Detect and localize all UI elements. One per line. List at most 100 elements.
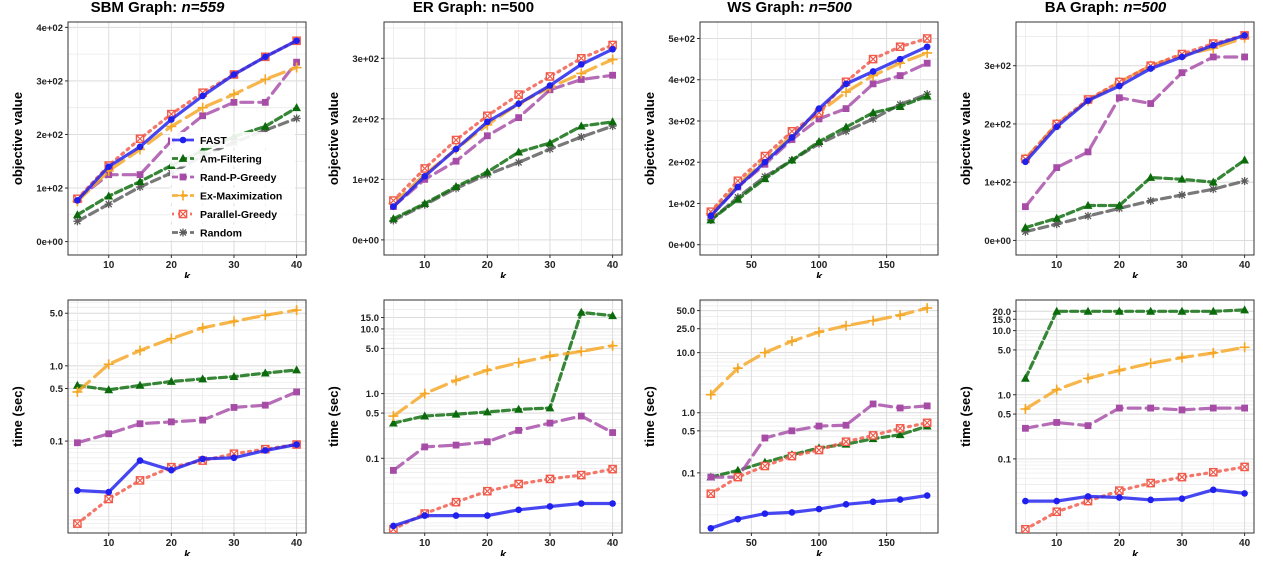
- point-rand-p-greedy: [842, 105, 850, 113]
- point-ex-maximization: [705, 389, 716, 400]
- y-tick-label: 10.0: [993, 326, 1012, 337]
- point-fast: [1084, 493, 1092, 500]
- point-fast: [546, 82, 554, 89]
- x-tick-label: 30: [228, 260, 240, 271]
- x-axis-label: k: [500, 549, 507, 556]
- x-axis-label: k: [184, 549, 191, 556]
- point-am-filtering: [292, 365, 302, 374]
- y-axis-label: time (sec): [958, 386, 973, 447]
- x-tick-label: 10: [419, 260, 431, 271]
- y-tick-label: 0.5: [366, 409, 380, 420]
- chart-er-objective: 0e+00 1e+02 2e+02 3e+02 10 20 30 40 k objective v…: [326, 21, 623, 283]
- point-fast: [168, 466, 175, 474]
- series-line-rand-p-greedy: [75, 390, 299, 445]
- chart-ws-time: 0.1 0.5 1.0 10.0 25.0 50.0 50 100 150 k time (sec): [642, 299, 939, 561]
- point-rand-p-greedy: [546, 419, 554, 427]
- series-line-ex-maximization: [1023, 345, 1247, 411]
- point-fast: [230, 454, 238, 462]
- point-rand-p-greedy: [1021, 424, 1029, 432]
- grid: [384, 22, 622, 255]
- point-fast: [788, 134, 796, 141]
- y-tick-label: 1.0: [998, 390, 1011, 401]
- x-tick-label: 30: [228, 538, 240, 549]
- point-ex-maximization: [482, 365, 493, 376]
- point-parallel-greedy: [483, 486, 492, 496]
- point-fast: [421, 512, 429, 519]
- x-tick-label: 30: [1176, 260, 1188, 271]
- plot-frame: [383, 21, 623, 256]
- point-parallel-greedy: [868, 431, 878, 440]
- point-am-filtering: [1083, 200, 1093, 209]
- point-fast: [1147, 65, 1154, 72]
- point-parallel-greedy: [608, 464, 617, 474]
- series-line-fast: [75, 39, 299, 202]
- point-rand-p-greedy: [1209, 53, 1217, 61]
- point-parallel-greedy: [787, 451, 797, 461]
- point-parallel-greedy: [451, 497, 461, 507]
- y-tick-label: 0.5: [682, 426, 696, 437]
- point-rand-p-greedy: [896, 404, 904, 412]
- point-rand-p-greedy: [199, 416, 207, 424]
- point-fast: [484, 512, 491, 519]
- point-fast: [1116, 82, 1123, 90]
- point-parallel-greedy: [514, 479, 523, 489]
- point-ex-maximization: [1239, 342, 1250, 353]
- y-tick-label: 2e+02: [668, 158, 695, 169]
- point-ex-maximization: [1051, 384, 1062, 395]
- y-tick-label: 1e+02: [668, 199, 695, 210]
- x-tick-label: 40: [291, 260, 303, 271]
- point-am-filtering: [260, 368, 270, 377]
- legend-swatch-marker: [179, 173, 187, 181]
- x-axis-label: k: [816, 271, 823, 278]
- point-parallel-greedy: [451, 135, 461, 145]
- point-fast: [1209, 42, 1217, 49]
- point-fast: [515, 100, 522, 108]
- point-fast: [1147, 496, 1154, 504]
- series-line-rand-p-greedy: [391, 414, 615, 472]
- point-fast: [1209, 486, 1217, 494]
- point-fast: [74, 197, 81, 204]
- panel-er-objective: ER Graph: n=500 0e+00 1e+02 2e+02 3e+02 10 20…: [316, 0, 631, 283]
- point-rand-p-greedy: [261, 401, 269, 409]
- y-axis-label: time (sec): [10, 386, 25, 447]
- point-ex-maximization: [544, 351, 555, 362]
- y-tick-label: 1e+02: [984, 178, 1011, 189]
- point-am-filtering: [135, 380, 145, 389]
- point-ex-maximization: [841, 87, 852, 98]
- point-rand-p-greedy: [788, 427, 796, 435]
- y-tick-label: 2e+02: [36, 130, 63, 141]
- point-am-filtering: [787, 155, 797, 164]
- x-tick-label: 100: [811, 538, 828, 549]
- point-fast: [1022, 158, 1029, 166]
- point-parallel-greedy-cross: [706, 489, 715, 498]
- x-tick-label: 100: [811, 260, 828, 271]
- point-parallel-greedy: [514, 90, 523, 99]
- point-random: [514, 158, 523, 167]
- x-tick-label: 20: [482, 538, 494, 549]
- point-random: [261, 126, 270, 135]
- x-tick-label: 20: [166, 538, 178, 549]
- point-am-filtering: [922, 91, 932, 100]
- point-rand-p-greedy: [707, 473, 715, 481]
- point-ex-maximization: [451, 375, 462, 386]
- point-fast: [1053, 123, 1061, 131]
- point-ex-maximization: [1208, 347, 1219, 358]
- point-fast: [923, 43, 931, 51]
- point-parallel-greedy: [135, 134, 145, 144]
- point-am-filtering: [733, 465, 743, 474]
- point-parallel-greedy-cross: [104, 494, 113, 503]
- x-axis-label: k: [816, 549, 823, 556]
- series-group: [705, 303, 933, 532]
- point-parallel-greedy: [73, 519, 82, 528]
- point-fast: [421, 173, 429, 180]
- plot-frame: [67, 299, 307, 534]
- point-random: [1240, 177, 1249, 186]
- point-parallel-greedy-cross: [483, 487, 492, 496]
- panel-er-time: 0.1 0.5 1.0 5.0 10.0 15.0 10 20 30 40 k time (sec): [316, 278, 631, 561]
- point-fast: [1241, 490, 1248, 497]
- point-ex-maximization: [388, 411, 399, 422]
- legend: FAST Am-Filtering Rand-P-Greedy Ex-Maximiza…: [170, 132, 295, 241]
- point-ex-maximization: [197, 102, 208, 113]
- series-group: [72, 36, 302, 226]
- x-tick-label: 20: [1114, 260, 1126, 271]
